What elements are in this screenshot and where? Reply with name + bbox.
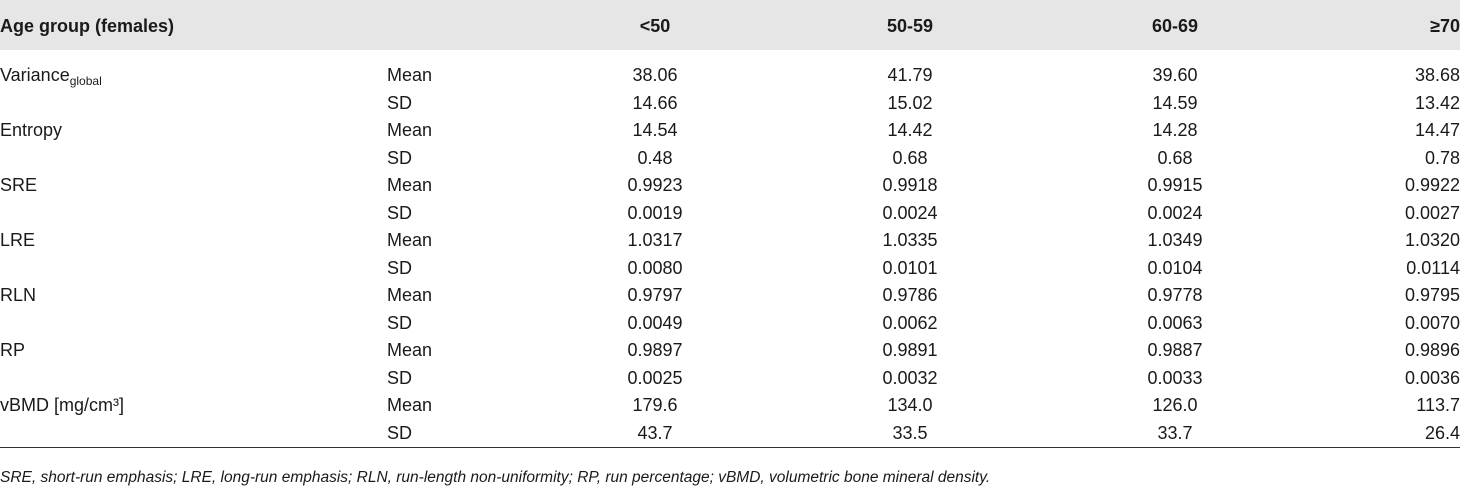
row-label: vBMD [mg/cm³]: [0, 394, 124, 416]
value-cell: 39.60: [1152, 65, 1198, 85]
row-label-text: Variance: [0, 65, 70, 85]
value-cell: 33.5: [892, 422, 928, 443]
value-cell: 13.42: [1414, 92, 1460, 113]
value-cell: 0.0114: [1406, 257, 1460, 278]
row-label-text: RLN: [0, 285, 37, 305]
value-cell: 1.0349: [1147, 230, 1203, 250]
value-cell: 0.9795: [1404, 285, 1460, 305]
value-cell: 14.54: [632, 120, 678, 140]
value-cell: 0.9915: [1147, 175, 1203, 195]
value-cell: 0.9891: [882, 340, 938, 360]
value-cell: 41.79: [887, 65, 933, 85]
value-cell: 1.0320: [1404, 230, 1460, 250]
value-cell: 14.66: [632, 92, 678, 113]
value-cell: 0.0070: [1404, 312, 1460, 333]
value-cell: 14.42: [887, 120, 933, 140]
stat-label: SD: [387, 257, 413, 278]
value-cell: 14.28: [1152, 120, 1198, 140]
row-label: RP: [0, 339, 25, 361]
value-cell: 0.68: [1157, 147, 1193, 168]
value-cell: 33.7: [1157, 422, 1193, 443]
column-header: ≥70: [1430, 16, 1460, 36]
value-cell: 0.9896: [1404, 340, 1460, 360]
value-cell: 0.0024: [882, 202, 938, 223]
row-label-text: RP: [0, 340, 26, 360]
value-cell: 0.9897: [627, 340, 683, 360]
value-cell: 38.68: [1414, 65, 1460, 85]
row-label-subscript: global: [69, 74, 102, 88]
value-cell: 0.0063: [1147, 312, 1203, 333]
value-cell: 0.9887: [1147, 340, 1203, 360]
stat-label: SD: [387, 312, 413, 333]
stat-label: SD: [387, 422, 413, 443]
value-cell: 0.78: [1424, 147, 1460, 168]
row-label-text: vBMD [mg/cm³]: [0, 395, 124, 415]
footnote: SRE, short-run emphasis; LRE, long-run e…: [0, 469, 991, 486]
value-cell: 26.4: [1424, 422, 1460, 443]
value-cell: 0.0027: [1404, 202, 1460, 223]
stat-label: SD: [387, 367, 413, 388]
value-cell: 14.47: [1414, 120, 1460, 140]
stat-label: SD: [387, 92, 413, 113]
value-cell: 0.0033: [1147, 367, 1203, 388]
value-cell: 43.7: [637, 422, 673, 443]
stat-label: Mean: [387, 65, 433, 85]
row-label-text: Entropy: [0, 120, 63, 140]
stat-label: Mean: [387, 120, 433, 140]
value-cell: 0.9922: [1404, 175, 1460, 195]
value-cell: 0.48: [637, 147, 673, 168]
value-cell: 134.0: [887, 395, 933, 415]
row-label: RLN: [0, 284, 36, 306]
value-cell: 0.0049: [627, 312, 683, 333]
value-cell: 0.68: [892, 147, 928, 168]
value-cell: 1.0335: [882, 230, 938, 250]
stat-label: Mean: [387, 285, 433, 305]
value-cell: 113.7: [1416, 395, 1460, 415]
value-cell: 0.0036: [1404, 367, 1460, 388]
value-cell: 0.0025: [627, 367, 683, 388]
value-cell: 38.06: [632, 65, 678, 85]
stat-label: SD: [387, 147, 413, 168]
value-cell: 0.0101: [882, 257, 938, 278]
value-cell: 0.9797: [627, 285, 683, 305]
value-cell: 0.9918: [882, 175, 938, 195]
row-label: SRE: [0, 174, 37, 196]
value-cell: 0.0062: [882, 312, 938, 333]
value-cell: 15.02: [887, 92, 933, 113]
value-cell: 126.0: [1152, 395, 1198, 415]
stat-label: SD: [387, 202, 413, 223]
column-header: 50-59: [886, 16, 934, 36]
value-cell: 0.9778: [1147, 285, 1203, 305]
value-cell: 0.0104: [1147, 257, 1203, 278]
value-cell: 179.6: [632, 395, 678, 415]
value-cell: 0.9923: [627, 175, 683, 195]
value-cell: 0.0080: [627, 257, 683, 278]
value-cell: 0.0024: [1147, 202, 1203, 223]
header-background: [0, 0, 1460, 50]
stat-label: Mean: [387, 230, 433, 250]
stat-label: Mean: [387, 340, 433, 360]
column-header: 60-69: [1151, 16, 1199, 36]
bottom-rule: [0, 447, 1460, 448]
header-label: Age group (females): [0, 16, 175, 36]
stat-label: Mean: [387, 395, 433, 415]
value-cell: 1.0317: [627, 230, 683, 250]
row-label: Entropy: [0, 119, 62, 141]
value-cell: 14.59: [1152, 92, 1198, 113]
value-cell: 0.0019: [627, 202, 683, 223]
value-cell: 0.0032: [882, 367, 938, 388]
column-header: <50: [639, 16, 671, 36]
value-cell: 0.9786: [882, 285, 938, 305]
row-label-text: LRE: [0, 230, 36, 250]
row-label: Varianceglobal: [0, 64, 102, 88]
row-label: LRE: [0, 229, 35, 251]
stat-label: Mean: [387, 175, 433, 195]
row-label-text: SRE: [0, 175, 38, 195]
